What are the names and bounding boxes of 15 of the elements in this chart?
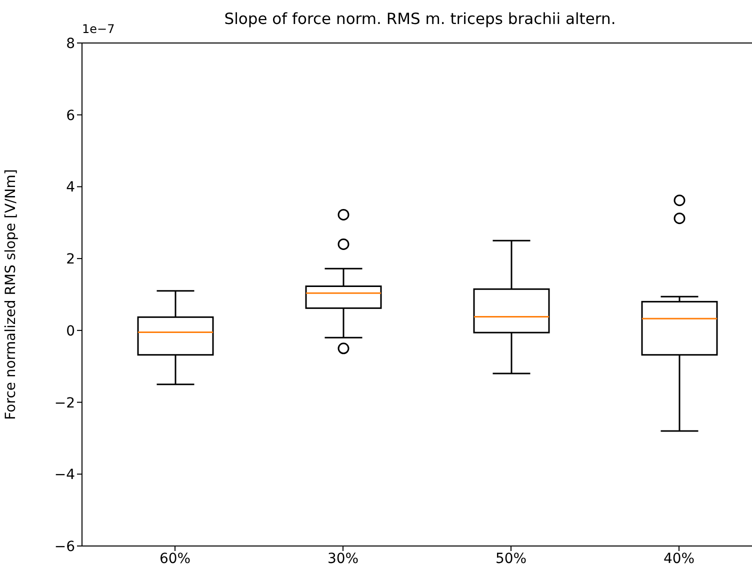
y-tick-label: 8 [66, 36, 75, 52]
text: 1e−7 [82, 22, 115, 36]
chart-title: Slope of force norm. RMS m. triceps brachii altern. [224, 10, 616, 28]
y-axis-title: Force normalized RMS slope [V/Nm] [2, 169, 19, 420]
y-tick-label: −6 [54, 538, 76, 555]
y-tick-label: −4 [54, 467, 76, 484]
y-tick-label: 6 [66, 108, 76, 124]
x-tick-label: 30% [327, 550, 359, 567]
y-tick-label: 4 [66, 180, 76, 196]
y-tick-label: 0 [66, 323, 75, 340]
x-tick-label: 40% [663, 550, 695, 567]
x-tick-label: 50% [495, 550, 527, 567]
x-tick-label: 60% [159, 550, 191, 567]
y-tick-label: −2 [54, 395, 75, 412]
y-tick-label: 2 [66, 252, 75, 268]
